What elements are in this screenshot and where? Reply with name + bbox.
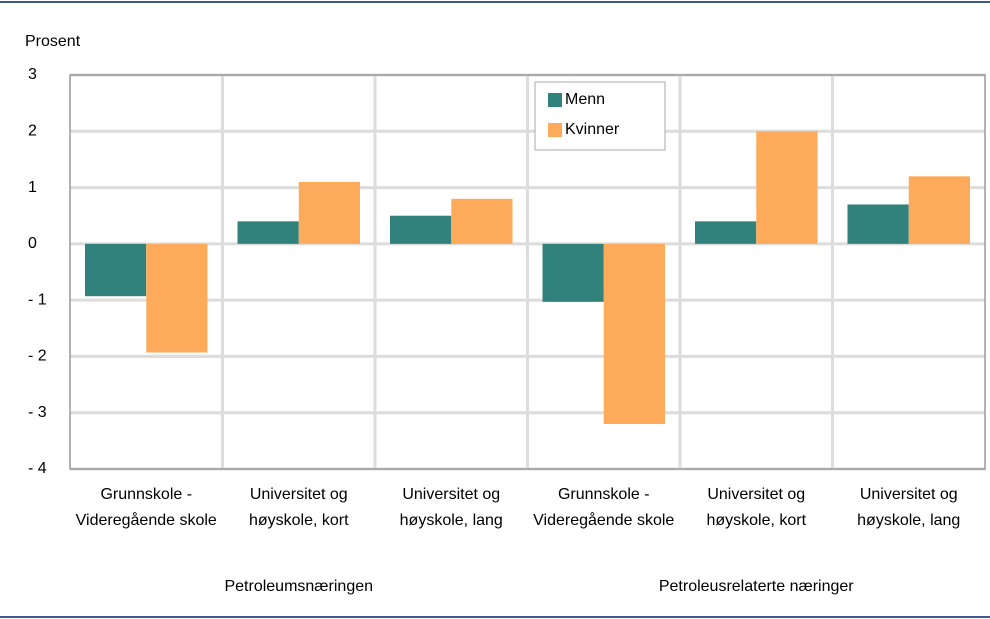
y-tick-label: - 3 xyxy=(28,404,47,421)
x-tick-label: Grunnskole - Videregående skole xyxy=(533,486,675,529)
bar xyxy=(908,176,970,244)
x-tick-label: Universitet og høyskole, kort xyxy=(248,486,349,529)
y-tick-label: 2 xyxy=(28,123,37,140)
x-tick-label: Universitet og høyskole, kort xyxy=(706,486,807,529)
bar xyxy=(85,243,147,297)
y-tick-label: - 4 xyxy=(28,460,47,477)
y-tick-label: - 2 xyxy=(28,348,47,365)
bar xyxy=(390,215,452,244)
bar xyxy=(237,221,299,244)
bar xyxy=(146,243,208,353)
y-axis-label: Prosent xyxy=(25,33,81,50)
bar xyxy=(451,198,513,244)
bar xyxy=(847,204,909,244)
plot-border xyxy=(69,74,986,470)
y-tick-label: 0 xyxy=(28,235,37,252)
x-tick-label: Universitet og høyskole, lang xyxy=(857,486,961,529)
legend-label: Kvinner xyxy=(565,121,620,138)
y-tick-label: - 1 xyxy=(28,291,47,308)
group-label: Petroleumsnæringen xyxy=(224,578,373,595)
y-tick-label: 3 xyxy=(28,66,37,83)
bar xyxy=(542,243,604,302)
bar xyxy=(298,181,360,244)
bar xyxy=(756,131,818,244)
legend-label: Menn xyxy=(565,91,605,108)
y-tick-label: 1 xyxy=(28,179,37,196)
legend-swatch xyxy=(548,123,562,137)
bar xyxy=(695,221,757,244)
x-tick-label: Universitet og høyskole, lang xyxy=(399,486,503,529)
group-label: Petroleusrelaterte næringer xyxy=(659,578,854,595)
legend-swatch xyxy=(548,93,562,107)
bar xyxy=(603,243,665,424)
x-tick-label: Grunnskole - Videregående skole xyxy=(75,486,217,529)
